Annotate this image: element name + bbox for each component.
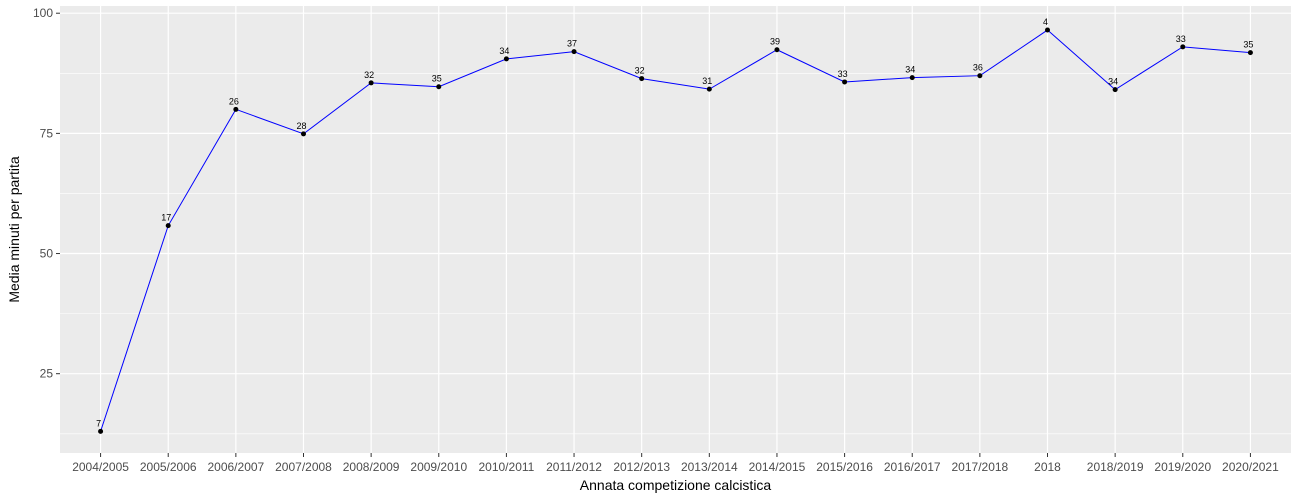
data-label: 36	[973, 63, 983, 73]
y-axis-title: Media minuti per partita	[6, 156, 22, 303]
data-label: 4	[1043, 17, 1048, 27]
x-tick-label: 2018/2019	[1087, 460, 1144, 474]
x-tick-label: 2015/2016	[816, 460, 873, 474]
y-tick-label: 75	[40, 126, 54, 140]
data-label: 26	[229, 96, 239, 106]
data-point	[98, 428, 104, 434]
x-tick-label: 2005/2006	[140, 460, 197, 474]
x-tick-label: 2006/2007	[207, 460, 264, 474]
data-point	[1247, 50, 1253, 56]
data-point	[233, 106, 239, 112]
x-tick-label: 2013/2014	[681, 460, 738, 474]
minor-gridlines	[60, 72, 1291, 435]
data-label: 39	[770, 37, 780, 47]
data-point	[842, 79, 848, 85]
x-tick-label: 2019/2020	[1154, 460, 1211, 474]
data-label: 32	[635, 66, 645, 76]
x-tick-label: 2012/2013	[613, 460, 670, 474]
data-point	[436, 84, 442, 90]
data-point	[639, 76, 645, 82]
x-tick-label: 2011/2012	[546, 460, 602, 474]
data-label: 34	[1108, 77, 1118, 87]
data-label: 37	[567, 39, 577, 49]
x-tick-label: 2010/2011	[478, 460, 534, 474]
point-layer	[98, 27, 1253, 434]
data-label: 31	[702, 76, 712, 86]
data-point	[774, 47, 780, 53]
data-label: 35	[432, 74, 442, 84]
x-tick-label: 2009/2010	[410, 460, 467, 474]
series-line	[100, 29, 1251, 432]
x-tick-label: 2020/2021	[1222, 460, 1279, 474]
data-point	[300, 131, 306, 137]
data-point	[571, 49, 577, 55]
series-layer	[100, 29, 1251, 432]
x-tick-label: 2016/2017	[884, 460, 941, 474]
data-label: 34	[499, 46, 509, 56]
x-axis-title: Annata competizione calcistica	[580, 477, 772, 493]
data-label: 35	[1243, 40, 1253, 50]
data-point	[1180, 44, 1186, 50]
y-tick-label: 50	[40, 247, 54, 261]
x-tick-label: 2018	[1034, 460, 1061, 474]
data-point	[165, 223, 171, 229]
plot-panel	[60, 6, 1291, 453]
data-point	[1045, 27, 1051, 33]
y-tick-label: 100	[33, 6, 53, 20]
data-label: 17	[161, 213, 171, 223]
y-tick-label: 25	[40, 367, 54, 381]
data-label: 33	[1176, 34, 1186, 44]
x-axis: 2004/2005 2005/2006 2006/2007 2007/2008 2008…	[72, 453, 1279, 474]
data-point	[503, 56, 509, 62]
data-label-layer: 7 17 26 28 32 35 34 37 32 31 39 33 34 36 4 34 33 35	[96, 17, 1253, 428]
data-label: 34	[905, 65, 915, 75]
data-label: 33	[838, 69, 848, 79]
data-label: 7	[96, 418, 101, 428]
x-tick-label: 2007/2008	[275, 460, 332, 474]
data-point	[977, 73, 983, 79]
major-gridlines	[60, 6, 1291, 453]
data-point	[1112, 87, 1118, 93]
data-point	[368, 80, 374, 86]
data-label: 32	[364, 70, 374, 80]
data-point	[909, 75, 915, 81]
x-tick-label: 2014/2015	[749, 460, 806, 474]
x-tick-label: 2004/2005	[72, 460, 129, 474]
x-tick-label: 2017/2018	[952, 460, 1009, 474]
data-point	[706, 86, 712, 92]
y-axis: 25 50 75 100	[33, 6, 60, 381]
data-label: 28	[296, 121, 306, 131]
x-tick-label: 2008/2009	[343, 460, 400, 474]
